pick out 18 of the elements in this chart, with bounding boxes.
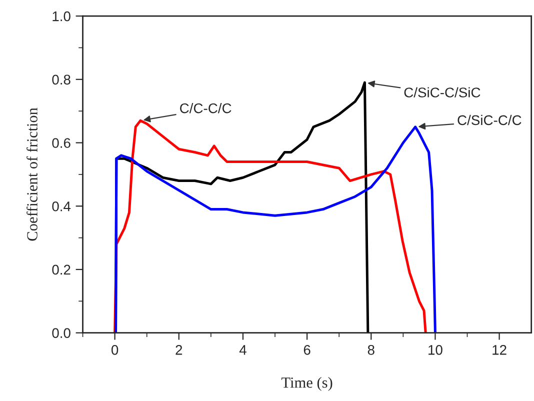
y-tick-label: 1.0 <box>52 11 70 22</box>
x-tick-label: 8 <box>368 345 374 355</box>
text: C/SiC-C/C <box>458 114 522 126</box>
y-tick-label: 0.6 <box>52 138 70 148</box>
x-tick-label: 4 <box>239 345 246 355</box>
y-tick-label: 0.8 <box>52 74 70 85</box>
y-tick-label: 0.2 <box>52 264 70 275</box>
x-tick-label: 0 <box>111 345 118 355</box>
x-tick-label: 2 <box>176 345 182 355</box>
x-tick-label: 10 <box>428 345 442 355</box>
y-tick-label: 0.4 <box>52 201 71 212</box>
text: C/C-C/C <box>180 102 232 114</box>
x-axis-title: Time (s) <box>282 377 332 391</box>
y-tick-label: 0.0 <box>52 328 70 338</box>
x-tick-label: 6 <box>304 345 310 355</box>
y-axis-title: Coefficient of friction <box>26 108 38 241</box>
x-tick-label: 12 <box>492 345 506 355</box>
text: C/SiC-C/SiC <box>404 87 480 98</box>
